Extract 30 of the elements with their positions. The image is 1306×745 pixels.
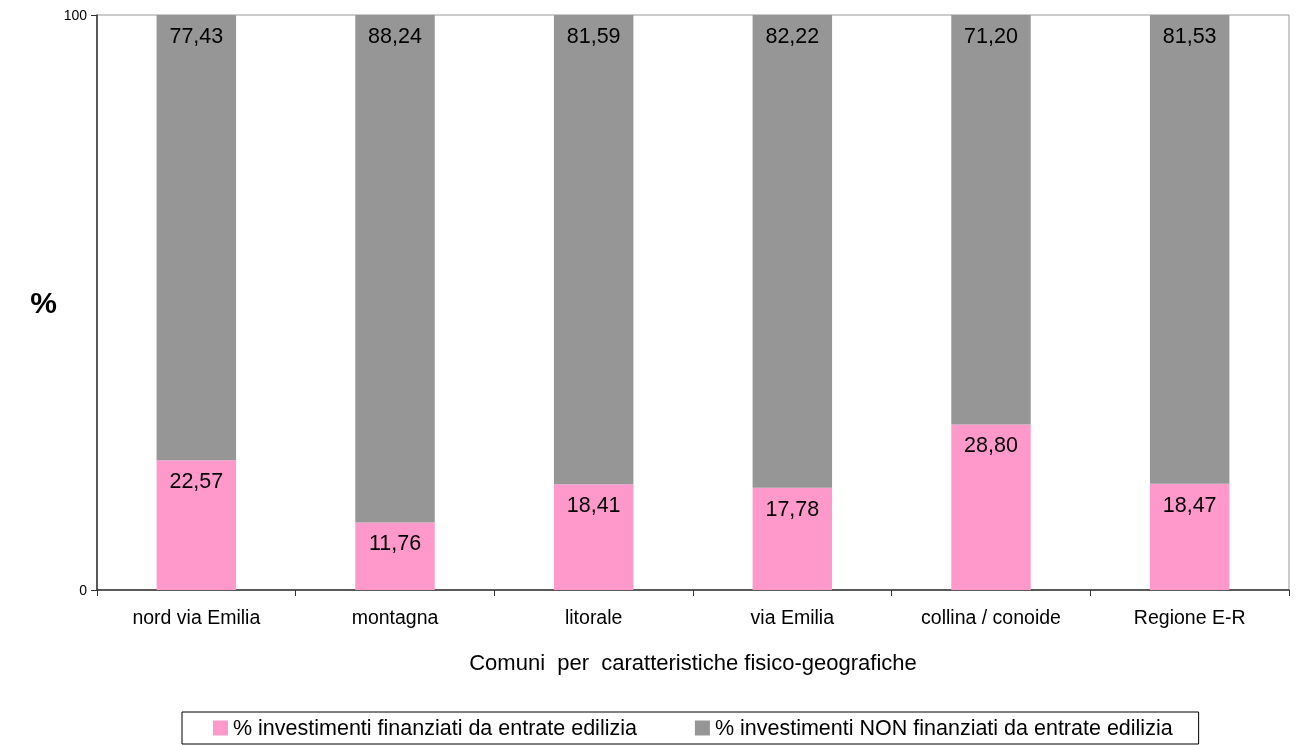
legend-label: % investimenti NON finanziati da entrate edilizia [714, 716, 1173, 740]
bar [355, 522, 435, 590]
x-tick-label: litorale [564, 606, 623, 628]
data-label: 17,78 [765, 496, 820, 521]
data-label: 71,20 [964, 24, 1018, 48]
bar [951, 424, 1031, 590]
data-label: 18,41 [566, 493, 621, 518]
data-label: 22,57 [169, 469, 224, 494]
data-label: 77,43 [169, 24, 224, 48]
x-tick-label: Regione E-R [1133, 606, 1246, 628]
data-label: 11,76 [368, 531, 422, 556]
data-label: 18,47 [1162, 492, 1217, 517]
data-label: 82,22 [765, 24, 820, 48]
x-tick-label: montagna [351, 606, 439, 628]
data-label: 81,53 [1162, 24, 1217, 48]
y-tick-label: 0 [79, 582, 88, 598]
x-axis-title: Comuni per caratteristiche fisico-geografiche [469, 649, 917, 675]
data-label: 88,24 [368, 24, 422, 48]
bar [752, 487, 833, 590]
legend-label: % investimenti finanziati da entrate edilizia [233, 716, 637, 740]
x-tick-label: collina / conoide [921, 606, 1061, 628]
bar [156, 460, 237, 590]
y-axis-title: % [30, 286, 57, 319]
x-tick-label: via Emilia [750, 606, 835, 628]
y-tick-label: 100 [63, 7, 88, 23]
x-tick-label: nord via Emilia [132, 606, 261, 628]
data-label: 81,59 [566, 24, 621, 48]
bar [1149, 483, 1230, 590]
bar [553, 484, 634, 590]
data-label: 28,80 [964, 433, 1018, 458]
